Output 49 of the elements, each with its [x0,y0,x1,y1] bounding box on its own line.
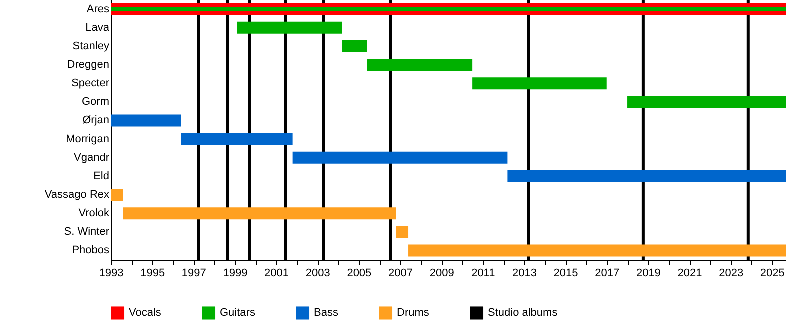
legend-label: Drums [397,307,430,320]
y-tick-label: Gorm [82,96,110,108]
bar [396,226,409,238]
bar [292,152,508,164]
legend-label: Vocals [129,307,162,320]
x-tick-label: 2025 [760,268,785,280]
x-tick-label: 2017 [595,268,620,280]
y-tick-label: Vgandr [74,152,110,164]
bar [111,114,182,127]
x-tick-label: 1993 [99,268,124,280]
bar [123,208,396,220]
y-tick-label: Specter [72,78,110,90]
y-tick-label: Eld [94,170,110,182]
x-tick-label: 2013 [512,268,537,280]
bar [181,133,293,146]
bar [472,78,607,90]
x-tick-label: 2021 [678,268,702,280]
x-tick-label: 2019 [636,268,661,280]
bar [342,40,368,52]
y-tick-label: Stanley [72,40,110,52]
y-tick-label: Morrigan [66,133,110,146]
x-tick-label: 2005 [347,268,372,280]
x-tick-label: 2007 [388,268,413,280]
bar [237,22,342,34]
x-tick-label: 2001 [264,268,290,280]
legend-label: Studio albums [488,307,558,320]
bar [628,96,786,108]
x-tick-label: 1999 [223,268,248,280]
x-tick-label: 2009 [430,268,454,280]
x-tick-label: 2015 [554,268,578,280]
bar [367,59,473,71]
y-tick-label: Vassago Rex [44,189,110,201]
x-tick-label: 2003 [306,268,330,280]
y-tick-label: S. Winter [64,226,110,238]
y-tick-label: Lava [86,22,110,34]
x-tick-label: 1995 [140,268,166,280]
y-tick-label: Ares [86,3,110,16]
y-tick-label: Phobos [72,244,110,257]
y-tick-label: Vrolok [78,208,110,220]
bar [408,244,786,257]
y-tick-label: Ørjan [82,114,110,127]
legend-label: Bass [314,307,339,320]
x-tick-label: 2023 [719,268,744,280]
bar [111,189,124,201]
legend-label: Guitars [220,307,256,320]
x-tick-label: 2011 [472,268,496,280]
y-tick-label: Dreggen [67,59,110,71]
x-tick-label: 1997 [182,268,206,280]
bar [508,170,786,182]
